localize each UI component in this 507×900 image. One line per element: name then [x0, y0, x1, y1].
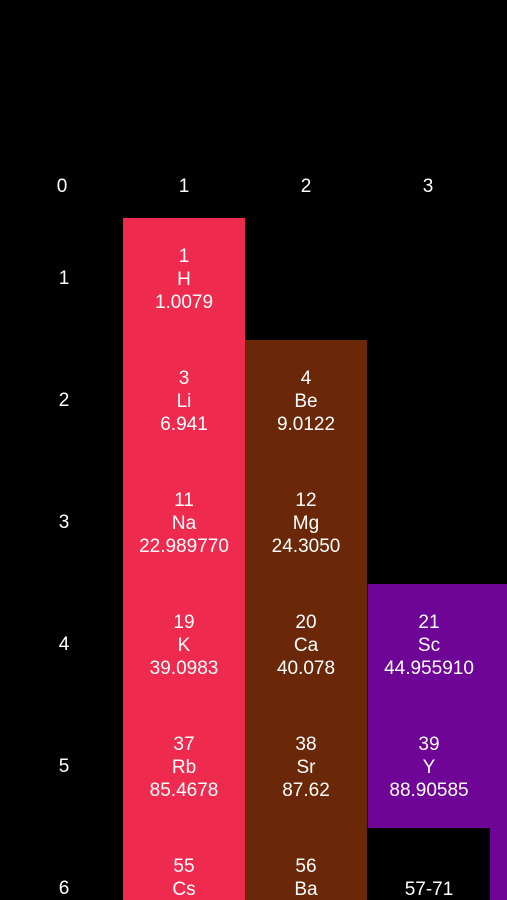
atomic-mass: 87.62 — [282, 780, 330, 801]
element-symbol: H — [177, 269, 191, 290]
atomic-number: 55 — [173, 856, 195, 877]
row-label-5: 5 — [58, 756, 70, 777]
element-symbol: Be — [294, 391, 318, 412]
element-tile-calcium[interactable]: 20 Ca 40.078 — [245, 584, 367, 706]
element-symbol: K — [177, 635, 191, 656]
atomic-number: 20 — [295, 612, 317, 633]
atomic-mass: 24.3050 — [271, 536, 341, 557]
element-symbol: Na — [171, 513, 197, 534]
element-symbol: Li — [176, 391, 192, 412]
atomic-number: 1 — [178, 246, 190, 267]
element-symbol: Sc — [417, 635, 441, 656]
element-symbol: Cs — [172, 879, 196, 900]
atomic-number: 4 — [300, 368, 312, 389]
element-tile-lithium[interactable]: 3 Li 6.941 — [123, 340, 245, 462]
atomic-mass: 1.0079 — [154, 292, 214, 313]
atomic-mass: 40.078 — [276, 658, 336, 679]
atomic-mass: 44.955910 — [384, 658, 474, 679]
column-label-0: 0 — [56, 176, 68, 197]
atomic-number: 11 — [174, 490, 194, 511]
atomic-mass: 6.941 — [160, 414, 208, 435]
atomic-mass: 22.989770 — [139, 536, 229, 557]
element-tile-magnesium[interactable]: 12 Mg 24.3050 — [245, 462, 367, 584]
atomic-number: 39 — [418, 734, 440, 755]
atomic-number: 38 — [295, 734, 317, 755]
element-symbol: Mg — [292, 513, 320, 534]
row-label-4: 4 — [58, 634, 70, 655]
next-column-tile-edge — [490, 828, 507, 900]
element-tile-cesium[interactable]: 55 Cs — [123, 828, 245, 900]
atomic-number: 3 — [178, 368, 190, 389]
element-tile-sodium[interactable]: 11 Na 22.989770 — [123, 462, 245, 584]
atomic-number: 19 — [173, 612, 195, 633]
row-label-3: 3 — [58, 512, 70, 533]
element-symbol: Ca — [293, 635, 319, 656]
atomic-number: 21 — [418, 612, 440, 633]
column-label-1: 1 — [178, 176, 190, 197]
row-label-2: 2 — [58, 390, 70, 411]
atomic-number: 12 — [295, 490, 317, 511]
row-label-6: 6 — [58, 878, 70, 899]
element-symbol: Ba — [294, 879, 318, 900]
element-symbol: Sr — [296, 757, 316, 778]
atomic-number: 56 — [295, 856, 317, 877]
element-tile-beryllium[interactable]: 4 Be 9.0122 — [245, 340, 367, 462]
element-symbol: Y — [422, 757, 436, 778]
element-tile-rubidium[interactable]: 37 Rb 85.4678 — [123, 706, 245, 828]
atomic-mass: 9.0122 — [276, 414, 336, 435]
element-tile-yttrium[interactable]: 39 Y 88.90585 — [368, 706, 507, 828]
element-tile-potassium[interactable]: 19 K 39.0983 — [123, 584, 245, 706]
lanthanide-range-label[interactable]: 57-71 — [404, 879, 454, 900]
atomic-mass: 39.0983 — [149, 658, 219, 679]
element-tile-scandium[interactable]: 21 Sc 44.955910 — [368, 584, 507, 706]
element-tile-barium[interactable]: 56 Ba — [245, 828, 367, 900]
atomic-mass: 88.90585 — [389, 780, 469, 801]
element-symbol: Rb — [171, 757, 197, 778]
column-label-3: 3 — [422, 176, 434, 197]
element-tile-strontium[interactable]: 38 Sr 87.62 — [245, 706, 367, 828]
row-label-1: 1 — [58, 268, 70, 289]
element-tile-hydrogen[interactable]: 1 H 1.0079 — [123, 218, 245, 340]
column-label-2: 2 — [300, 176, 312, 197]
atomic-number: 37 — [173, 734, 195, 755]
atomic-mass: 85.4678 — [149, 780, 219, 801]
